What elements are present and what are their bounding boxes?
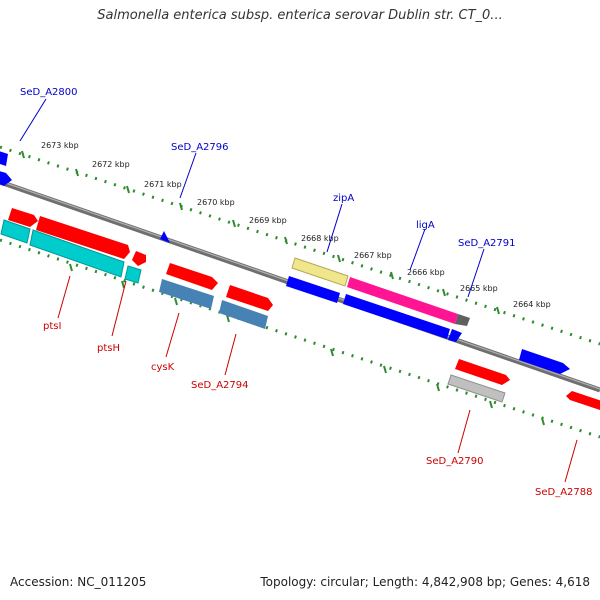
tick-label-2664: 2664 kbp (513, 300, 551, 309)
features-inner (0, 208, 600, 411)
gene-feature-ligA[interactable] (347, 277, 458, 324)
gene-feature-red-cysK[interactable] (226, 285, 273, 311)
gene-feature-SeD_A2800[interactable] (0, 150, 8, 166)
gene-feature-zipA[interactable] (291, 257, 349, 287)
genome-summary-text: Topology: circular; Length: 4,842,908 bp… (260, 575, 590, 589)
tick-label-2667: 2667 kbp (354, 251, 392, 260)
gene-feature-cyan-small[interactable] (124, 265, 142, 284)
gene-label-ptsH[interactable]: ptsH (97, 343, 120, 354)
gene-label-SeD_A2794[interactable]: SeD_A2794 (191, 380, 249, 391)
tick-label-2671: 2671 kbp (144, 180, 182, 189)
gene-feature-SeD_A2790[interactable] (447, 374, 506, 403)
tick-label-2672: 2672 kbp (92, 160, 130, 169)
gene-feature-blue-long[interactable] (343, 294, 450, 339)
gene-feature-blue-right[interactable] (519, 349, 570, 374)
gene-label-SeD_A2800[interactable]: SeD_A2800 (20, 87, 78, 98)
gene-feature-red-left[interactable] (8, 208, 38, 227)
gene-feature-SeD_A2794[interactable] (219, 300, 268, 329)
gene-feature-SeD_A2791[interactable] (455, 314, 470, 326)
tick-label-2666: 2666 kbp (407, 268, 445, 277)
gene-feature-red-long[interactable] (36, 216, 130, 259)
tick-label-2673: 2673 kbp (41, 141, 79, 150)
accession-text: Accession: NC_011205 (10, 575, 147, 589)
gene-feature-red-mid[interactable] (166, 263, 218, 290)
gene-feature-ptsH[interactable] (29, 229, 125, 278)
tick-label-2665: 2665 kbp (460, 284, 498, 293)
gene-label-SeD_A2790[interactable]: SeD_A2790 (426, 456, 484, 467)
major-ticks (21, 150, 545, 426)
gene-feature-blue-arrow-left[interactable] (0, 170, 12, 186)
tick-label-2668: 2668 kbp (301, 234, 339, 243)
tick-label-2669: 2669 kbp (249, 216, 287, 225)
gene-label-SeD_A2788[interactable]: SeD_A2788 (535, 487, 593, 498)
gene-feature-red-small[interactable] (132, 251, 146, 266)
genome-title: Salmonella enterica subsp. enterica sero… (97, 8, 503, 23)
gene-feature-cysK[interactable] (159, 279, 214, 309)
gene-label-zipA[interactable]: zipA (333, 193, 354, 204)
gene-label-ptsI[interactable]: ptsI (43, 321, 61, 332)
label-leaders (19, 98, 578, 483)
gene-feature-red-2790[interactable] (455, 359, 510, 385)
gene-labels: SeD_A2800 SeD_A2796 zipA ligA SeD_A2791 … (20, 87, 593, 498)
gene-feature-SeD_A2788[interactable] (566, 391, 600, 411)
tick-labels: 2673 kbp 2672 kbp 2671 kbp 2670 kbp 2669… (41, 141, 551, 309)
gene-label-cysK[interactable]: cysK (151, 362, 175, 373)
gene-feature-ptsI[interactable] (0, 219, 31, 244)
gene-feature-blue-tip[interactable] (448, 329, 462, 342)
gene-label-SeD_A2796[interactable]: SeD_A2796 (171, 142, 229, 153)
gene-label-SeD_A2791[interactable]: SeD_A2791 (458, 238, 516, 249)
gene-feature-small-arrow[interactable] (160, 231, 170, 243)
features-outer (0, 150, 570, 374)
gene-feature-blue-upper[interactable] (286, 276, 340, 303)
gene-label-ligA[interactable]: ligA (416, 220, 435, 231)
tick-label-2670: 2670 kbp (197, 198, 235, 207)
